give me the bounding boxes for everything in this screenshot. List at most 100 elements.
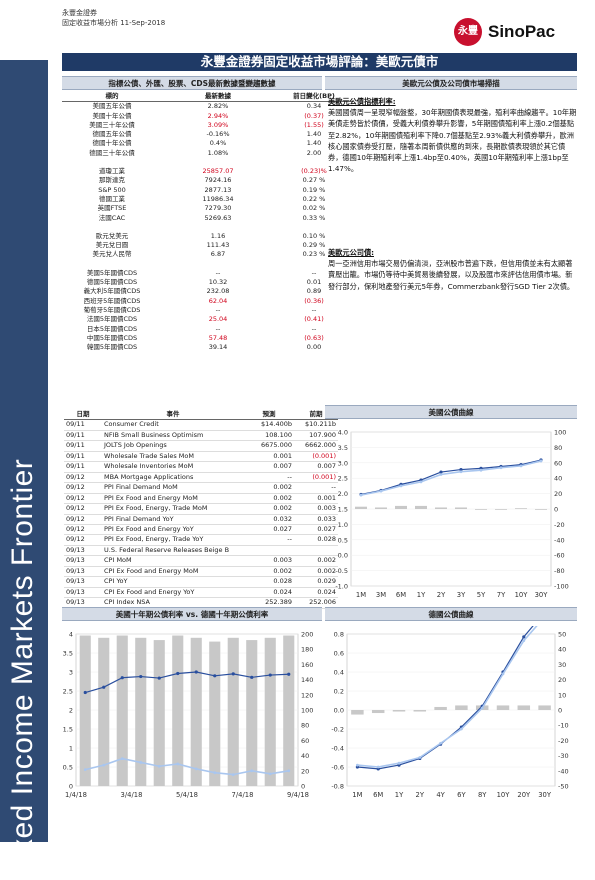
market-cell: 中國5年國債CDS [86,333,138,342]
market-cell: 1.40 [306,139,322,148]
page-title: 永豐金證券固定收益市場評論：美歐元債市 [62,53,577,71]
y2-tick-label: -40 [558,767,569,775]
sidebar-title: Fixed Income Markets Frontier [6,458,39,880]
event-cell: Wholesale Inventories MoM [104,462,194,471]
y-tick-label: 0.4 [334,669,344,677]
y-tick-label: 2.0 [338,490,348,498]
series-point [522,635,526,639]
event-cell: 107.900 [309,430,336,439]
series-point [102,685,106,689]
event-cell: 09/11 [66,462,85,471]
market-cell: 232.08 [206,287,230,296]
events-header-cell: 預測 [244,410,294,421]
event-cell: Wholesale Trade Sales MoM [104,451,194,460]
event-cell: PPI Final Demand MoM [104,483,178,492]
bar-mark [392,710,406,712]
market-cell: 美國5年國債CDS [86,268,138,277]
market-row: 法國5年國債CDS 25.04 (0.41) [62,315,354,324]
market-row: 歐元兌美元 1.16 0.10 % [62,232,354,241]
market-row: 韓國5年國債CDS 39.14 0.00 [62,343,354,352]
y2-tick-label: -80 [554,567,565,575]
bar-mark [79,635,91,786]
event-cell: 09/11 [66,420,85,429]
market-row: 美國三十年公債 3.09% (1.55) [62,121,354,130]
event-cell: 09/11 [66,441,85,450]
market-row: 德國工業 11986.34 0.22 % [62,195,354,204]
market-cell: 2.00 [306,148,322,157]
us-vs-de-10y-chart: 00.511.522.533.5402040608010012014016018… [63,631,314,800]
event-cell: 0.007 [317,462,336,471]
event-cell: 0.024 [317,587,336,596]
market-cell: 111.43 [206,241,230,250]
market-cell: 德國三十年公債 [89,148,135,157]
event-cell: PPI Final Demand YoY [104,514,174,523]
event-cell: 0.002 [273,483,292,492]
event-row: 09/12 MBA Mortgage Applications -- (0.001) [64,472,338,483]
logo-mark: 永豐 [454,18,482,46]
market-cell: 1.08% [207,148,229,157]
bar-mark [116,635,128,786]
y2-tick-label: 100 [301,707,313,715]
market-cell: (0.36) [304,296,324,305]
y2-tick-label: 60 [301,737,309,745]
event-cell: 09/12 [66,493,85,502]
market-cell: -- [311,305,317,314]
event-cell: -- [331,483,336,492]
event-cell: MBA Mortgage Applications [104,472,194,481]
series-point [379,489,383,493]
market-cell: 德國五年公債 [92,130,132,139]
x-tick-label: 9/4/18 [287,791,309,799]
series-point [268,673,272,677]
series-point [120,676,124,680]
y2-tick-label: -100 [554,583,569,591]
market-cell: 1.16 [210,231,226,240]
market-cell: 西班牙5年國債CDS [83,296,141,305]
market-cell: -- [311,268,317,277]
event-cell: 09/11 [66,430,85,439]
market-header-cell: 前日變化(BP) [274,92,354,103]
y2-tick-label: 180 [301,646,313,654]
y2-tick-label: 60 [554,459,562,467]
x-tick-label: 3Y [457,591,466,599]
event-cell: 09/13 [66,545,85,554]
event-cell: CPI Index NSA [104,598,150,607]
y-tick-label: -0.6 [331,764,344,772]
event-cell: PPI Ex Food and Energy MoM [104,493,198,502]
header-line2: 固定收益市場分析 11-Sep-2018 [62,19,166,27]
x-tick-label: 30Y [535,591,549,599]
series-point [268,772,272,776]
market-cell: 美元兌日圓 [95,241,129,250]
bar-mark [415,505,427,509]
event-cell: 0.002 [273,566,292,575]
event-cell: 09/12 [66,524,85,533]
x-tick-label: 1M [352,791,362,799]
market-cell: 那斯達克 [99,176,125,185]
y-tick-label: 0.0 [338,552,348,560]
y2-tick-label: -40 [554,536,565,544]
market-row: 美國十年公債 2.94% (0.37) [62,112,354,121]
bar-mark [495,509,507,510]
us-commentary-head: 美歐元公債指標利率: [328,97,396,106]
bar-mark [515,508,527,510]
market-cell: 德國5年國債CDS [86,278,138,287]
bar-mark [264,637,276,786]
event-cell: 09/13 [66,556,85,565]
bar-mark [351,710,364,715]
event-cell: 0.024 [273,587,292,596]
y2-tick-label: 140 [301,676,313,684]
y2-tick-label: 0 [558,707,562,715]
event-cell: 0.002 [273,504,292,513]
market-cell: 道瓊工業 [99,167,125,176]
market-row: 中國5年國債CDS 57.48 (0.63) [62,334,354,343]
market-cell: 39.14 [208,343,228,352]
x-tick-label: 6M [396,591,406,599]
market-row: 德國十年公債 0.4% 1.40 [62,139,354,148]
event-cell: 09/13 [66,566,85,575]
series-point [459,467,463,472]
market-row: 美國5年國債CDS -- -- [62,269,354,278]
x-tick-label: 1Y [395,791,404,799]
series-point [522,639,526,643]
event-cell: PPI Ex Food and Energy YoY [104,524,194,533]
market-row: 法國CAC 5269.63 0.33 % [62,214,354,223]
series-point [501,672,505,676]
